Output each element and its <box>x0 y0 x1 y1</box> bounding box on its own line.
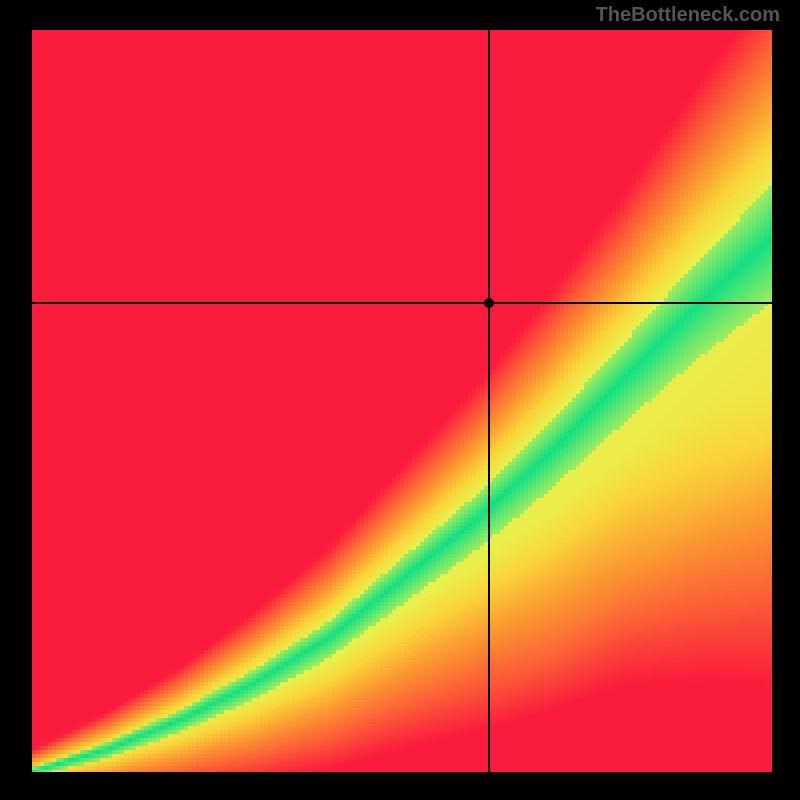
heatmap-canvas <box>32 30 772 772</box>
watermark: TheBottleneck.com <box>596 4 780 27</box>
chart-container: TheBottleneck.com <box>0 0 800 800</box>
crosshair-horizontal <box>32 302 772 304</box>
crosshair-vertical <box>488 30 490 772</box>
crosshair-marker <box>484 298 494 308</box>
